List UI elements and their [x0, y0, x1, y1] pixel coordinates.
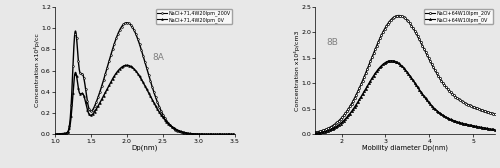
NaCl+64W10lpm_0V [324, 130, 330, 132]
NaCl+64W10lpm_20V [324, 128, 330, 130]
X-axis label: Mobility diameter Dp(nm): Mobility diameter Dp(nm) [362, 145, 448, 152]
NaCl+64W10lpm_0V [312, 132, 318, 134]
NaCl+71,4W20lpm_200V [52, 133, 58, 135]
NaCl+71,4W20lpm_0V [63, 132, 69, 134]
NaCl+71,4W20lpm_200V [166, 124, 172, 126]
Legend: NaCl+64W10lpm_20V, NaCl+64W10lpm_0V: NaCl+64W10lpm_20V, NaCl+64W10lpm_0V [424, 9, 492, 24]
X-axis label: Dp(nm): Dp(nm) [132, 145, 158, 152]
NaCl+64W10lpm_0V [468, 124, 473, 126]
NaCl+71,4W20lpm_200V [63, 132, 69, 134]
NaCl+71,4W20lpm_200V [232, 133, 237, 135]
NaCl+71,4W20lpm_0V [52, 133, 58, 135]
NaCl+64W10lpm_20V [492, 113, 498, 115]
NaCl+71,4W20lpm_200V [156, 106, 162, 108]
NaCl+64W10lpm_0V [422, 96, 428, 98]
NaCl+71,4W20lpm_0V [161, 118, 167, 120]
NaCl+64W10lpm_20V [396, 15, 402, 17]
NaCl+64W10lpm_0V [388, 60, 394, 62]
NaCl+64W10lpm_20V [468, 104, 473, 107]
NaCl+71,4W20lpm_0V [166, 124, 172, 126]
Text: 8B: 8B [326, 38, 338, 47]
NaCl+64W10lpm_0V [417, 90, 423, 92]
NaCl+71,4W20lpm_0V [207, 133, 213, 135]
NaCl+71,4W20lpm_200V [124, 22, 130, 24]
NaCl+64W10lpm_0V [492, 129, 498, 131]
NaCl+71,4W20lpm_0V [232, 133, 237, 135]
Line: NaCl+64W10lpm_0V: NaCl+64W10lpm_0V [314, 60, 496, 134]
NaCl+64W10lpm_0V [427, 103, 433, 105]
NaCl+71,4W20lpm_200V [207, 133, 213, 135]
Legend: NaCl+71,4W20lpm_200V, NaCl+71,4W20lpm_0V: NaCl+71,4W20lpm_200V, NaCl+71,4W20lpm_0V [156, 9, 232, 24]
NaCl+64W10lpm_20V [417, 40, 423, 42]
NaCl+71,4W20lpm_200V [188, 133, 194, 135]
NaCl+64W10lpm_20V [312, 131, 318, 133]
NaCl+64W10lpm_20V [422, 49, 428, 51]
NaCl+71,4W20lpm_0V [124, 64, 130, 66]
NaCl+71,4W20lpm_0V [188, 133, 194, 135]
Line: NaCl+64W10lpm_20V: NaCl+64W10lpm_20V [314, 14, 496, 133]
Text: 8A: 8A [152, 53, 164, 62]
Y-axis label: Concentration x10⁴p/cc: Concentration x10⁴p/cc [34, 34, 40, 108]
NaCl+64W10lpm_0V [449, 119, 455, 121]
Line: NaCl+71,4W20lpm_0V: NaCl+71,4W20lpm_0V [54, 64, 236, 135]
Line: NaCl+71,4W20lpm_200V: NaCl+71,4W20lpm_200V [54, 22, 236, 135]
NaCl+64W10lpm_20V [427, 60, 433, 62]
NaCl+71,4W20lpm_200V [161, 116, 167, 118]
NaCl+71,4W20lpm_0V [156, 112, 162, 114]
NaCl+64W10lpm_20V [449, 93, 455, 95]
Y-axis label: Concentration x10⁴p/cm3: Concentration x10⁴p/cm3 [294, 30, 300, 111]
